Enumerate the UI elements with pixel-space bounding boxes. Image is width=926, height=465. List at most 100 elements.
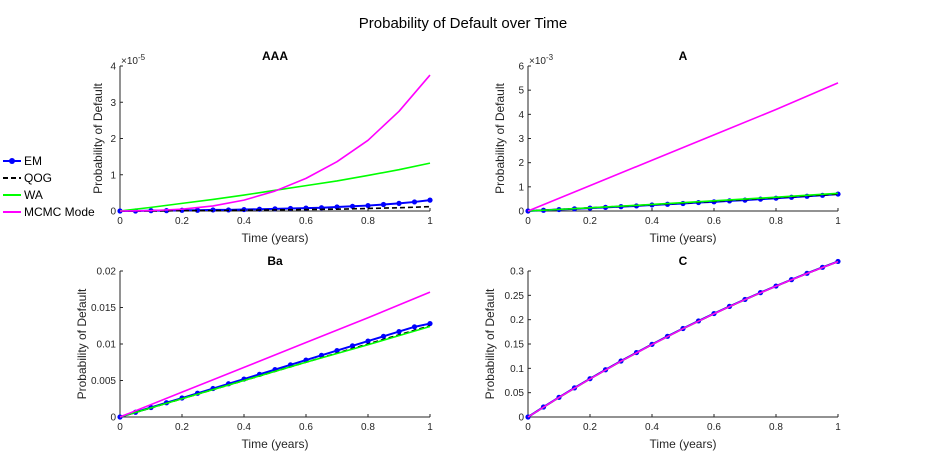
y-tick-label: 4 [110, 62, 116, 73]
series-wa [527, 192, 839, 212]
data-point [380, 333, 387, 339]
x-tick-label: 0 [525, 422, 531, 433]
series-line [120, 205, 431, 212]
subplot-title: A [679, 49, 688, 63]
y-tick-label: 1 [518, 182, 524, 193]
y-tick-label: 0.1 [510, 364, 524, 375]
series-line [527, 260, 839, 418]
y-axis-label: Probability of Default [91, 82, 105, 193]
x-tick-label: 0.8 [361, 422, 375, 433]
data-point [365, 202, 371, 209]
x-axis-label: Time (years) [650, 437, 717, 451]
series-line [527, 82, 839, 212]
series-line [119, 325, 431, 418]
y-tick-label: 2 [110, 134, 116, 145]
series-mcmc-mode [119, 74, 431, 212]
subplot-title: Ba [267, 254, 283, 268]
x-tick-label: 1 [835, 216, 841, 227]
legend-qog-label: QOG [24, 171, 52, 185]
y-tick-label: 3 [518, 134, 524, 145]
series-wa [119, 325, 431, 418]
y-tick-label: 0.2 [510, 315, 524, 326]
y-tick-label: 3 [110, 98, 116, 109]
legend-entry-em: EM [3, 154, 42, 168]
data-point [334, 347, 340, 354]
x-tick-label: 1 [427, 216, 433, 227]
y-tick-label: 0.25 [505, 291, 525, 302]
data-point [380, 201, 387, 208]
y-axis-label: Probability of Default [483, 288, 497, 399]
y-tick-label: 0.3 [510, 267, 524, 278]
y-tick-label: 0 [110, 413, 116, 424]
legend-em-label: EM [24, 154, 42, 168]
legend-entry-wa: WA [3, 188, 43, 202]
x-tick-label: 0.4 [237, 422, 251, 433]
y-tick-label: 4 [518, 110, 524, 121]
series-mcmc-mode [119, 291, 431, 418]
series-line [527, 260, 839, 418]
legend-mcmc-label: MCMC Mode [24, 205, 95, 219]
y-exponent-label: ×10-3 [529, 53, 554, 67]
x-tick-label: 1 [835, 422, 841, 433]
data-point [349, 343, 356, 349]
series-line [119, 291, 431, 418]
y-axis-label: Probability of Default [75, 288, 89, 399]
x-tick-label: 0.2 [175, 216, 189, 227]
y-exponent-label: ×10-5 [121, 53, 146, 67]
subplot-a: 0 0.2 0.4 0.6 0.8 1 0 1 2 3 4 5 6 ×10-3 A Time (years) P… [493, 49, 841, 245]
series-qog [527, 260, 839, 418]
x-tick-label: 0.8 [769, 216, 783, 227]
series-mcmc-mode [527, 82, 839, 212]
data-point [334, 204, 340, 210]
x-tick-label: 0.4 [237, 216, 251, 227]
figure-title: Probability of Default over Time [359, 15, 567, 32]
series-qog [120, 205, 431, 212]
x-tick-label: 1 [427, 422, 433, 433]
legend-em-marker [9, 158, 15, 164]
y-tick-label: 6 [518, 62, 524, 73]
series-line [527, 260, 839, 418]
x-tick-label: 0.4 [645, 216, 659, 227]
y-tick-label: 0.15 [505, 340, 525, 351]
y-tick-label: 0.005 [91, 376, 116, 387]
legend-entry-qog: QOG [3, 171, 52, 185]
x-tick-label: 0.6 [299, 216, 313, 227]
subplot-title: AAA [262, 49, 288, 63]
data-point [396, 328, 402, 335]
data-point [349, 203, 356, 209]
x-tick-label: 0.2 [175, 422, 189, 433]
x-tick-label: 0 [117, 422, 123, 433]
x-axis-label: Time (years) [242, 231, 309, 245]
y-tick-label: 0 [110, 207, 116, 218]
x-tick-label: 0 [117, 216, 123, 227]
data-point [411, 199, 418, 205]
series-em [117, 320, 433, 420]
series-line [527, 260, 839, 418]
x-tick-label: 0.4 [645, 422, 659, 433]
x-axis-label: Time (years) [650, 231, 717, 245]
series-em [525, 258, 841, 420]
x-tick-label: 0.8 [361, 216, 375, 227]
subplot-aaa: 0 0.2 0.4 0.6 0.8 1 0 1 2 3 4 ×10-5 AAA Time (years) P… [91, 49, 433, 245]
x-tick-label: 0.6 [707, 216, 721, 227]
subplot-ba: 0 0.2 0.4 0.6 0.8 1 0 0.005 0.01 0.015 0.02 Ba Time … [75, 254, 433, 451]
series-mcmc-mode [527, 260, 839, 418]
y-tick-label: 5 [518, 86, 524, 97]
series-wa [527, 260, 839, 418]
data-point [194, 207, 201, 213]
series-line [527, 192, 839, 212]
y-tick-label: 0.02 [97, 267, 117, 278]
x-tick-label: 0.8 [769, 422, 783, 433]
legend: EM QOG WA MCMC Mode [3, 154, 95, 219]
y-axis-label: Probability of Default [493, 82, 507, 193]
subplots: 0 0.2 0.4 0.6 0.8 1 0 1 2 3 4 ×10-5 AAA Time (years) P… [75, 49, 841, 451]
y-tick-label: 0.05 [505, 388, 525, 399]
y-tick-label: 0.015 [91, 303, 116, 314]
data-point [427, 197, 433, 203]
y-tick-label: 0 [518, 413, 524, 424]
legend-wa-label: WA [24, 188, 43, 202]
data-point [411, 324, 418, 330]
subplot-c: 0 0.2 0.4 0.6 0.8 1 0 0.05 0.1 0.15 0.2 0.25 0.3 C Tim… [483, 254, 841, 451]
y-tick-label: 1 [110, 170, 116, 181]
